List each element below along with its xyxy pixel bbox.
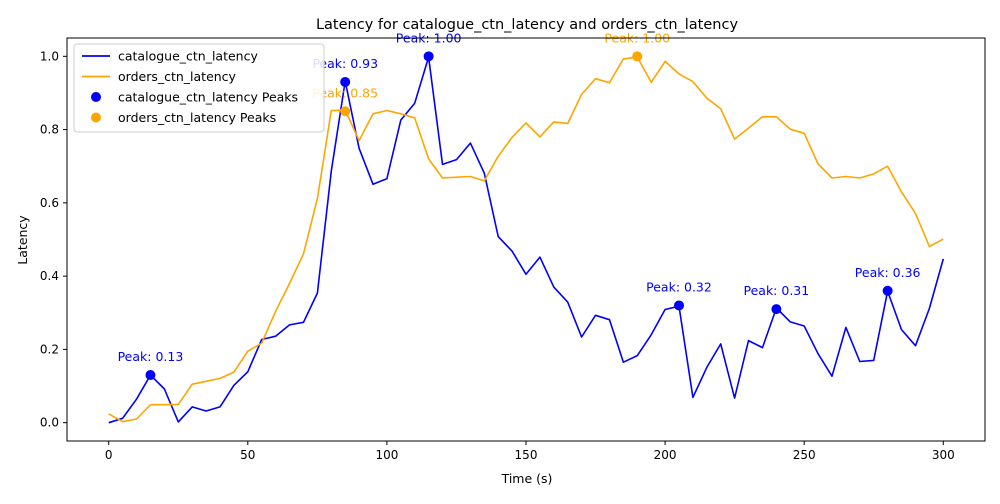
x-tick-label: 250 [793, 448, 816, 462]
y-tick-label: 0.4 [40, 269, 59, 283]
peak-marker [340, 76, 351, 87]
peak-marker [145, 370, 156, 381]
y-tick-label: 0.2 [40, 342, 59, 356]
peak-marker [340, 106, 351, 117]
x-tick-label: 50 [240, 448, 255, 462]
series-line-orders_ctn_latency [108, 56, 944, 423]
y-axis-label: Latency [15, 215, 30, 265]
legend: catalogue_ctn_latency orders_ctn_latencyc… [73, 43, 325, 133]
x-tick-label: 150 [515, 448, 538, 462]
y-tick-label: 0.8 [40, 123, 59, 137]
peak-marker [882, 285, 893, 296]
peak-label: Peak: 0.31 [744, 283, 810, 298]
series-lines [108, 56, 945, 424]
legend-marker-swatch [91, 92, 101, 102]
peak-marker [632, 51, 643, 62]
x-tick-label: 0 [105, 448, 113, 462]
peak-label: Peak: 0.36 [855, 265, 921, 280]
legend-label: catalogue_ctn_latency Peaks [118, 90, 298, 105]
peak-marker [423, 51, 434, 62]
x-axis-label: Time (s) [501, 471, 553, 486]
legend-label: orders_ctn_latency [118, 69, 237, 84]
peak-label: Peak: 0.93 [312, 56, 378, 71]
legend-marker-swatch [91, 112, 101, 123]
peak-label: Peak: 0.85 [312, 85, 378, 100]
chart-title: Latency for catalogue_ctn_latency and or… [316, 17, 738, 33]
legend-label: orders_ctn_latency Peaks [118, 110, 276, 125]
peak-marker [674, 300, 684, 311]
peak-label: Peak: 0.32 [646, 279, 712, 294]
y-tick-label: 1.0 [40, 49, 59, 63]
legend-label: catalogue_ctn_latency [118, 49, 258, 64]
plot-area-frame [66, 37, 986, 442]
peak-markers [145, 51, 893, 381]
peak-marker [771, 304, 782, 315]
x-tick-label: 200 [654, 448, 677, 462]
y-tick-label: 0.0 [40, 416, 59, 430]
y-tick-label: 0.6 [40, 196, 59, 210]
x-tick-label: 100 [375, 448, 398, 462]
legend-box [73, 43, 325, 133]
x-tick-label: 300 [932, 448, 955, 462]
series-line-catalogue_ctn_latency [108, 56, 945, 424]
axis-ticks: 0 50 100 150 200 250 300 0.0 0.2 0.4 0.6 0.8 1.0 [40, 49, 955, 462]
peak-label: Peak: 0.13 [118, 349, 184, 364]
